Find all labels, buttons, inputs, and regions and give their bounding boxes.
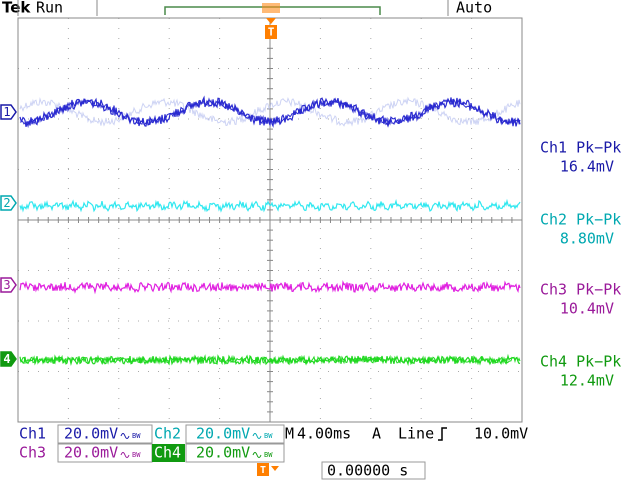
traces — [19, 95, 521, 367]
measurement-label: Ch3 Pk−Pk — [540, 281, 621, 299]
trigger-pos-icon — [257, 463, 269, 476]
status-bar: Ch1 20.0mV BW Ch2 20.0mV BW M 4.00ms A L… — [19, 424, 528, 480]
ch-marker-label: 1 — [3, 105, 10, 119]
ch-marker-label: 2 — [3, 196, 10, 210]
timebase: 4.00ms — [297, 425, 351, 443]
waveform — [19, 198, 521, 213]
trigger-pos-arrow — [271, 466, 279, 471]
ch-scale: 20.0mV — [64, 444, 118, 462]
ch-marker — [0, 277, 17, 293]
coupling-icon — [252, 452, 262, 458]
ch-label: Ch3 — [19, 444, 46, 462]
trigger-marker-label: T — [268, 26, 275, 39]
slope-icon — [438, 427, 447, 441]
ch-marker — [0, 104, 17, 120]
bw-icon: BW — [264, 432, 273, 440]
ch-marker-label: 4 — [3, 352, 10, 366]
channel-markers: 1 2 3 4 — [0, 104, 17, 367]
measurement-value: 10.4mV — [560, 300, 614, 318]
setting-box — [57, 424, 153, 444]
ch-marker-label: 3 — [3, 278, 10, 292]
trigger-position: 0.00000 s — [327, 462, 408, 480]
ch-label: Ch2 — [154, 425, 181, 443]
setting-box — [185, 443, 285, 463]
ch-scale: 20.0mV — [64, 425, 118, 443]
measurement-value: 12.4mV — [560, 372, 614, 390]
trigger-label: A — [372, 425, 381, 443]
acq-state: Run — [36, 0, 63, 17]
setting-box — [321, 461, 426, 480]
ch-scale: 20.0mV — [196, 425, 250, 443]
coupling-icon — [252, 433, 262, 439]
waveform — [19, 355, 521, 365]
measurements: Ch1 Pk−Pk 16.4mV Ch2 Pk−Pk 8.80mV Ch3 Pk… — [540, 139, 621, 390]
waveform — [19, 96, 521, 127]
ch-scale: 20.0mV — [196, 444, 250, 462]
bw-icon: BW — [132, 432, 141, 440]
trigger-level: 10.0mV — [474, 425, 528, 443]
ch-label: Ch1 — [19, 425, 46, 443]
coupling-icon — [120, 452, 130, 458]
waveform — [19, 353, 521, 367]
ch-marker — [0, 195, 17, 211]
trigger-mode: Auto — [456, 0, 492, 17]
brand: Tek — [2, 0, 31, 17]
measurement-label: Ch1 Pk−Pk — [540, 139, 621, 157]
timebase-label: M — [285, 425, 294, 443]
measurement-label: Ch2 Pk−Pk — [540, 211, 621, 229]
record-view — [262, 3, 280, 13]
trigger-pos-icon-label: T — [260, 465, 266, 476]
measurement-value: 8.80mV — [560, 230, 614, 248]
ch4-badge — [152, 444, 185, 462]
setting-box — [185, 424, 285, 444]
coupling-icon — [120, 433, 130, 439]
measurement-label: Ch4 Pk−Pk — [540, 353, 621, 371]
waveform — [19, 97, 521, 126]
trigger-position-marker — [265, 25, 277, 39]
measurement-value: 16.4mV — [560, 158, 614, 176]
ch-marker — [0, 351, 17, 367]
bw-icon: BW — [132, 451, 141, 459]
trigger-arrow — [266, 18, 276, 24]
waveform — [19, 279, 521, 295]
bw-icon: BW — [264, 451, 273, 459]
trigger-source: Line — [398, 425, 434, 443]
ch-label: Ch4 — [154, 444, 181, 462]
